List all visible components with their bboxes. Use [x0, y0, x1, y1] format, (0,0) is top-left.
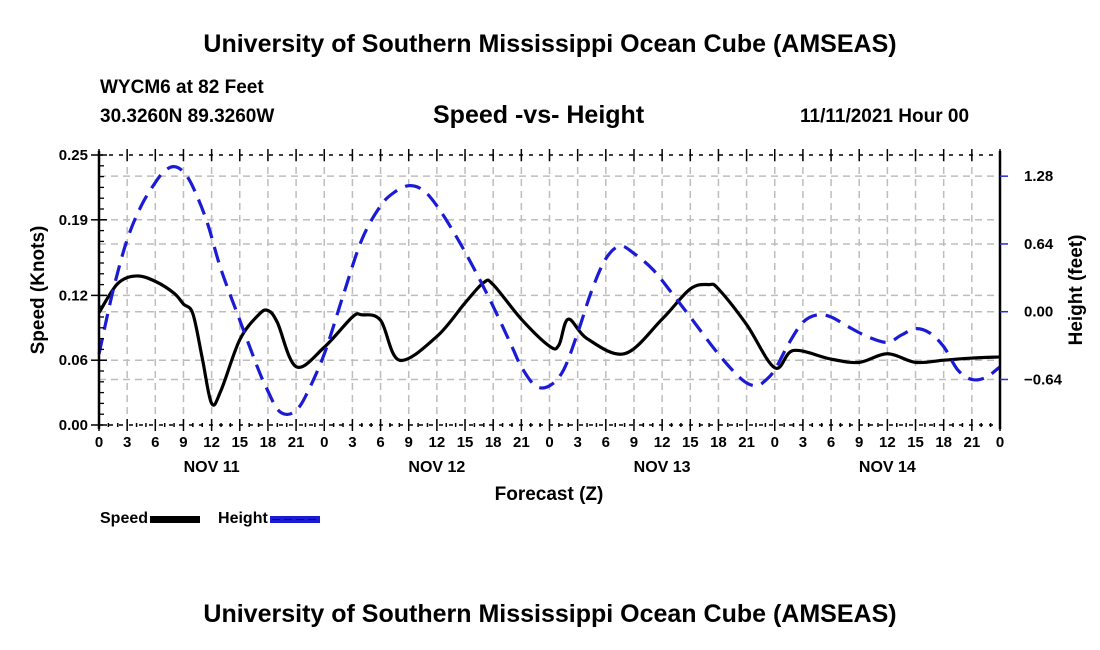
x-tick-label: 3 — [348, 434, 356, 451]
axes-layer — [91, 149, 1008, 431]
x-tick-label: 0 — [320, 434, 328, 451]
main-title: University of Southern Mississippi Ocean… — [203, 30, 897, 58]
x-tick-label: 0 — [771, 434, 779, 451]
x-tick-label: 21 — [513, 434, 530, 451]
x-tick-label: 6 — [602, 434, 610, 451]
y2-tick-label: −0.64 — [1024, 371, 1063, 388]
x-tick-label: 15 — [457, 434, 474, 451]
x-tick-label: 3 — [573, 434, 581, 451]
series-line-speed — [97, 274, 1001, 407]
legend-swatch-height — [269, 515, 320, 523]
day-label: NOV 13 — [634, 459, 691, 476]
x-tick-label: 15 — [907, 434, 924, 451]
x-tick-label: 0 — [95, 434, 103, 451]
x-tick-label: 6 — [151, 434, 159, 451]
x-tick-label: 0 — [545, 434, 553, 451]
y2-tick-label: 1.28 — [1024, 168, 1053, 185]
day-label: NOV 14 — [859, 459, 916, 476]
y-tick-label: 0.25 — [59, 147, 88, 164]
station-label: WYCM6 at 82 Feet — [100, 77, 264, 98]
day-label: NOV 12 — [408, 459, 465, 476]
x-tick-label: 9 — [179, 434, 187, 451]
x-tick-label: 21 — [288, 434, 305, 451]
x-tick-label: 18 — [260, 434, 277, 451]
legend-item-height: Height — [218, 510, 320, 528]
legend-swatch-speed — [150, 515, 201, 523]
x-tick-label: 3 — [123, 434, 131, 451]
y2-axis-label: Height (feet) — [1066, 235, 1087, 346]
run-time-label: 11/11/2021 Hour 00 — [800, 106, 970, 127]
labels-layer: Forecast (Z) Speed (Knots) Height (feet)… — [28, 147, 1087, 505]
y-tick-label: 0.06 — [59, 352, 88, 369]
x-tick-label: 12 — [879, 434, 896, 451]
y-tick-label: 0.19 — [59, 212, 88, 229]
legend: Speed Height — [100, 510, 338, 528]
chart-title: Speed -vs- Height — [433, 101, 645, 129]
x-tick-label: 18 — [710, 434, 727, 451]
y-tick-label: 0.12 — [59, 287, 88, 304]
x-tick-label: 6 — [376, 434, 384, 451]
coordinates-label: 30.3260N 89.3260W — [100, 106, 275, 127]
day-label: NOV 11 — [184, 459, 240, 476]
legend-label-speed: Speed — [100, 510, 149, 527]
x-axis-label: Forecast (Z) — [495, 484, 604, 505]
x-tick-label: 18 — [935, 434, 952, 451]
series-line-height — [97, 165, 1001, 417]
x-tick-label: 9 — [630, 434, 638, 451]
y-axis-label: Speed (Knots) — [28, 226, 49, 355]
y-tick-label: 0.00 — [59, 417, 88, 434]
legend-item-speed: Speed — [100, 510, 201, 528]
x-tick-label: 21 — [964, 434, 981, 451]
x-tick-label: 15 — [682, 434, 699, 451]
x-tick-label: 3 — [799, 434, 807, 451]
legend-label-height: Height — [218, 510, 268, 527]
x-tick-label: 21 — [738, 434, 755, 451]
footer-title: University of Southern Mississippi Ocean… — [203, 600, 897, 628]
x-tick-label: 6 — [827, 434, 835, 451]
y2-tick-label: 0.64 — [1024, 236, 1054, 253]
x-tick-label: 12 — [654, 434, 671, 451]
y2-tick-label: 0.00 — [1024, 304, 1053, 321]
x-tick-label: 0 — [996, 434, 1004, 451]
x-tick-label: 9 — [405, 434, 413, 451]
grid-layer — [99, 155, 1000, 425]
x-tick-label: 15 — [231, 434, 248, 451]
x-tick-label: 18 — [485, 434, 502, 451]
series-layer — [97, 165, 1001, 417]
x-tick-label: 9 — [855, 434, 863, 451]
x-tick-label: 12 — [203, 434, 220, 451]
x-tick-label: 12 — [429, 434, 446, 451]
